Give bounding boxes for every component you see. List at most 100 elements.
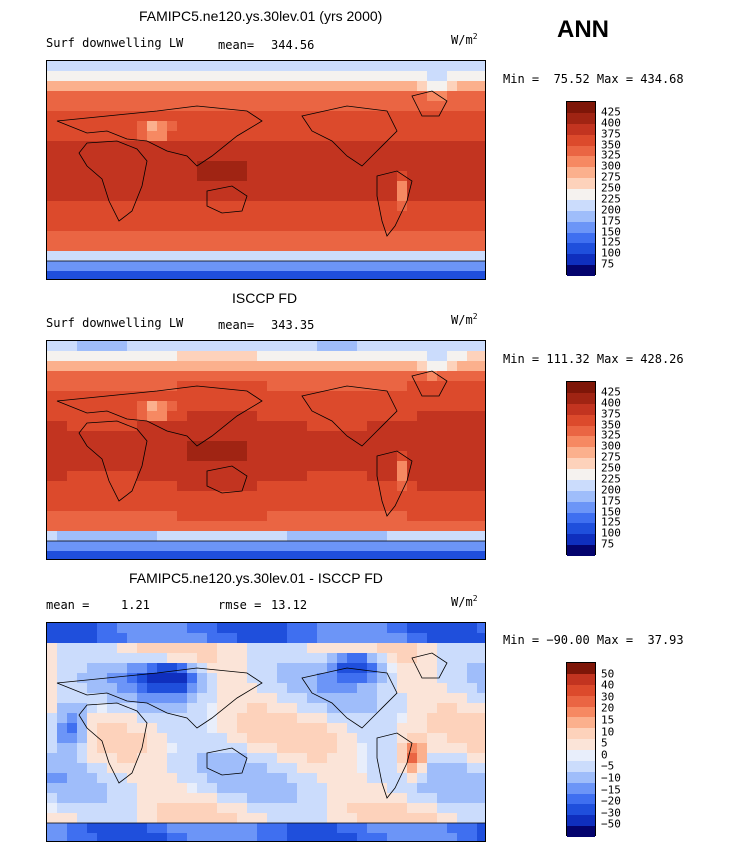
map-cell: [467, 653, 478, 664]
map-cell: [357, 71, 368, 82]
map-cell: [437, 141, 448, 152]
map-cell: [217, 531, 228, 542]
map-cell: [467, 271, 478, 279]
map-cell: [477, 793, 485, 804]
map-cell: [87, 201, 98, 212]
map-cell: [377, 341, 388, 352]
map-cell: [347, 813, 358, 824]
colorbar-tick-label: −10: [601, 771, 621, 785]
map-cell: [437, 71, 448, 82]
map-cell: [117, 341, 128, 352]
map-cell: [107, 181, 118, 192]
map-cell: [77, 361, 88, 372]
colorbar-swatch: [567, 232, 595, 244]
map-cell: [327, 823, 338, 834]
map-cell: [467, 211, 478, 222]
map-cell: [407, 361, 418, 372]
map-cell: [447, 251, 458, 262]
map-cell: [197, 783, 208, 794]
map-cell: [427, 411, 438, 422]
map-cell: [197, 141, 208, 152]
map-cell: [287, 521, 298, 532]
map-cell: [397, 231, 408, 242]
map-cell: [127, 753, 138, 764]
map-cell: [57, 643, 68, 654]
map-cell: [267, 471, 278, 482]
map-cell: [107, 733, 118, 744]
map-cell: [117, 131, 128, 142]
map-cell: [297, 733, 308, 744]
map-cell: [227, 431, 238, 442]
map-cell: [437, 623, 448, 634]
map-cell: [477, 541, 485, 552]
map-cell: [127, 643, 138, 654]
map-cell: [417, 653, 428, 664]
map-cell: [347, 231, 358, 242]
map-cell: [457, 623, 468, 634]
colorbar-swatch: [567, 760, 595, 772]
colorbar-swatch: [567, 189, 595, 200]
map-cell: [127, 141, 138, 152]
colorbar-tick-label: 275: [601, 170, 621, 184]
map-cell: [227, 391, 238, 402]
map-cell: [47, 351, 58, 362]
map-cell: [387, 101, 398, 112]
map-cell: [197, 91, 208, 102]
map-cell: [187, 531, 198, 542]
map-cell: [307, 713, 318, 724]
map-cell: [117, 71, 128, 82]
map-cell: [87, 101, 98, 112]
map-cell: [137, 783, 148, 794]
map-cell: [387, 251, 398, 262]
map-cell: [87, 91, 98, 102]
map-cell: [297, 511, 308, 522]
map-cell: [347, 633, 358, 644]
map-cell: [107, 541, 118, 552]
map-cell: [397, 501, 408, 512]
map-cell: [327, 471, 338, 482]
colorbar-swatch: [567, 793, 595, 805]
map-cell: [217, 753, 228, 764]
map-cell: [217, 241, 228, 252]
map-cell: [207, 733, 218, 744]
map-cell: [357, 793, 368, 804]
map-cell: [107, 241, 118, 252]
map-cell: [67, 431, 78, 442]
map-cell: [197, 703, 208, 714]
map-cell: [247, 653, 258, 664]
map-cell: [467, 733, 478, 744]
map-cell: [47, 271, 58, 279]
map-cell: [237, 763, 248, 774]
map-cell: [117, 511, 128, 522]
map-cell: [327, 221, 338, 232]
map-cell: [147, 623, 158, 634]
map-cell: [337, 471, 348, 482]
map-cell: [467, 361, 478, 372]
map-cell: [337, 521, 348, 532]
map-cell: [167, 451, 178, 462]
map-cell: [347, 441, 358, 452]
map-cell: [307, 391, 318, 402]
map-cell: [247, 71, 258, 82]
map-cell: [147, 461, 158, 472]
map-cell: [177, 793, 188, 804]
map-cell: [97, 713, 108, 724]
map-cell: [257, 421, 268, 432]
map-cell: [357, 521, 368, 532]
map-cell: [307, 81, 318, 92]
map-cell: [327, 501, 338, 512]
map-cell: [327, 421, 338, 432]
map-cell: [477, 251, 485, 262]
map-cell: [457, 643, 468, 654]
map-cell: [377, 521, 388, 532]
map-cell: [357, 141, 368, 152]
map-cell: [157, 111, 168, 122]
map-cell: [257, 491, 268, 502]
map-cell: [407, 181, 418, 192]
map-cell: [307, 221, 318, 232]
map-cell: [307, 511, 318, 522]
map-cell: [267, 201, 278, 212]
map-cell: [297, 753, 308, 764]
map-cell: [197, 411, 208, 422]
map-cell: [207, 481, 218, 492]
